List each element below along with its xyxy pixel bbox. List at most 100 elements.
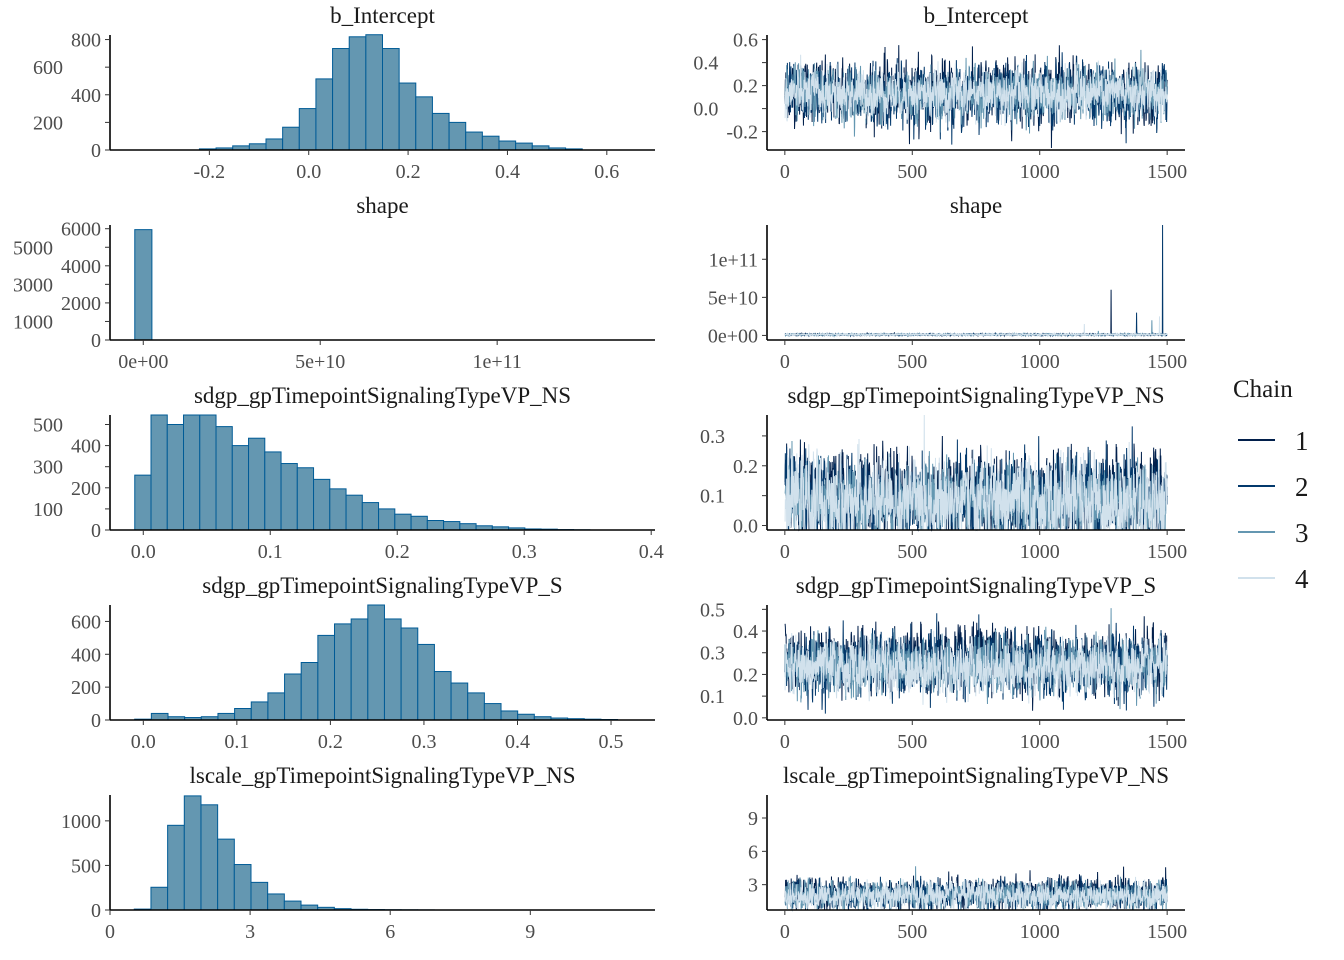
histogram-bar <box>365 34 383 151</box>
histogram-bar <box>467 692 485 721</box>
x-tick-label: 0 <box>780 731 790 753</box>
histogram-bar <box>410 515 428 531</box>
x-tick-label: 0.6 <box>594 161 619 183</box>
y-tick-label: 6000 <box>61 219 101 241</box>
legend-label: 2 <box>1295 472 1309 502</box>
trace-panel: shape 0 500 1000 1500 0e+00 5e+10 1e+11 <box>708 193 1187 373</box>
x-tick-label: 0 <box>780 541 790 563</box>
y-tick-label: 0.5 <box>700 599 725 621</box>
y-tick-label: 400 <box>71 436 101 458</box>
y-tick-label: 3000 <box>13 274 53 296</box>
y-tick-label: 0.2 <box>733 456 758 478</box>
histogram-bar <box>264 451 282 531</box>
chain-4-trace-line <box>784 414 1168 531</box>
x-tick-label: 0.3 <box>411 731 436 753</box>
x-tick-label: 0.4 <box>505 731 530 753</box>
y-tick-label: 200 <box>71 478 101 500</box>
histogram-bar <box>415 96 433 151</box>
histogram-bar <box>400 627 419 721</box>
histogram-bar <box>150 886 169 911</box>
x-tick-label: 1000 <box>1020 731 1060 753</box>
chain-4-trace-line <box>784 54 1168 128</box>
y-tick-label: 0e+00 <box>708 325 758 347</box>
histogram-bar <box>200 804 219 911</box>
y-tick-label: 600 <box>71 611 101 633</box>
histogram-bar <box>481 135 500 151</box>
legend-label: 1 <box>1295 426 1309 456</box>
x-tick-label: 0.1 <box>224 731 249 753</box>
legend-entry: 3 <box>1238 518 1309 548</box>
histogram-bar <box>348 36 367 151</box>
histogram-bar <box>465 131 483 151</box>
legend-label: 4 <box>1295 564 1309 594</box>
x-tick-label: 0.4 <box>639 541 664 563</box>
legend-title: Chain <box>1233 376 1293 403</box>
y-tick-label: 1000 <box>13 311 53 333</box>
y-tick-label: 0.1 <box>700 486 725 508</box>
histogram-panel: sdgp_gpTimepointSignalingTypeVP_S 0.0 0.1 0… <box>71 573 655 753</box>
x-tick-label: -0.2 <box>194 161 226 183</box>
histogram-bar <box>361 502 380 531</box>
y-tick-label: 0.0 <box>733 708 758 730</box>
histogram-panel: b_Intercept -0.2 0.0 0.2 0.4 0.6 0 200 400 600 800 <box>33 3 655 183</box>
chain-legend: Chain 1 2 3 4 <box>1233 376 1309 594</box>
y-tick-label: 800 <box>71 30 101 52</box>
x-tick-label: 0 <box>780 921 790 943</box>
legend-label: 3 <box>1295 518 1309 548</box>
y-tick-label: 200 <box>71 677 101 699</box>
y-tick-label: 0 <box>91 330 101 352</box>
histogram-bar <box>367 604 385 721</box>
x-tick-label: 1500 <box>1147 351 1187 373</box>
chain-1-trace-line <box>784 289 1168 338</box>
x-tick-label: 0.5 <box>599 731 624 753</box>
histogram-bar <box>483 703 502 721</box>
histogram-bar <box>283 900 302 911</box>
y-tick-label: 600 <box>33 57 63 79</box>
histogram-bar <box>448 121 467 151</box>
x-tick-label: 6 <box>385 921 395 943</box>
x-tick-label: 500 <box>897 161 927 183</box>
histogram-bar <box>265 138 284 151</box>
histogram-bar <box>426 520 445 531</box>
x-tick-label: 9 <box>525 921 535 943</box>
x-tick-label: 1000 <box>1020 161 1060 183</box>
histogram-bar <box>317 634 336 721</box>
histogram-panel: sdgp_gpTimepointSignalingTypeVP_NS 0.0 0.1… <box>33 383 664 563</box>
y-tick-label: 0 <box>91 710 101 732</box>
histogram-bar <box>450 682 469 721</box>
histogram-bar <box>183 414 201 531</box>
panel-title: sdgp_gpTimepointSignalingTypeVP_NS <box>787 383 1164 408</box>
y-tick-label: 0.0 <box>733 516 758 538</box>
histogram-bar <box>267 692 286 721</box>
x-tick-label: 500 <box>897 921 927 943</box>
x-tick-label: 0 <box>780 351 790 373</box>
histogram-bar <box>515 142 533 151</box>
chain-4-trace-line <box>784 316 1168 338</box>
trace-panel: sdgp_gpTimepointSignalingTypeVP_NS 0 500 10… <box>700 383 1187 563</box>
histogram-bar <box>332 48 350 151</box>
histogram-bar <box>313 478 331 531</box>
histogram-bar <box>443 521 461 531</box>
y-tick-label: -0.2 <box>726 122 758 144</box>
histogram-bar <box>345 494 363 531</box>
x-tick-label: 0.4 <box>495 161 520 183</box>
trace-panel: sdgp_gpTimepointSignalingTypeVP_S 0 500 100… <box>700 573 1187 753</box>
x-tick-label: 0.0 <box>131 731 156 753</box>
histogram-bar <box>134 229 153 341</box>
x-tick-label: 0.2 <box>385 541 410 563</box>
y-tick-label: 1000 <box>61 811 101 833</box>
y-tick-label: 400 <box>71 85 101 107</box>
histogram-bar <box>315 78 334 151</box>
x-tick-label: 0.3 <box>512 541 537 563</box>
y-tick-label: 0.4 <box>693 53 718 75</box>
histogram-bar <box>199 414 217 531</box>
y-tick-label: 0.3 <box>700 643 725 665</box>
histogram-bar <box>248 143 267 151</box>
histogram-bar <box>378 508 396 531</box>
panel-title: shape <box>356 193 408 218</box>
histogram-panel: lscale_gpTimepointSignalingTypeVP_NS 0 3 6 9… <box>61 763 655 943</box>
histogram-bar <box>215 426 233 531</box>
y-tick-label: 0.0 <box>693 99 718 121</box>
x-tick-label: 0.0 <box>296 161 321 183</box>
y-tick-label: 5000 <box>13 237 53 259</box>
